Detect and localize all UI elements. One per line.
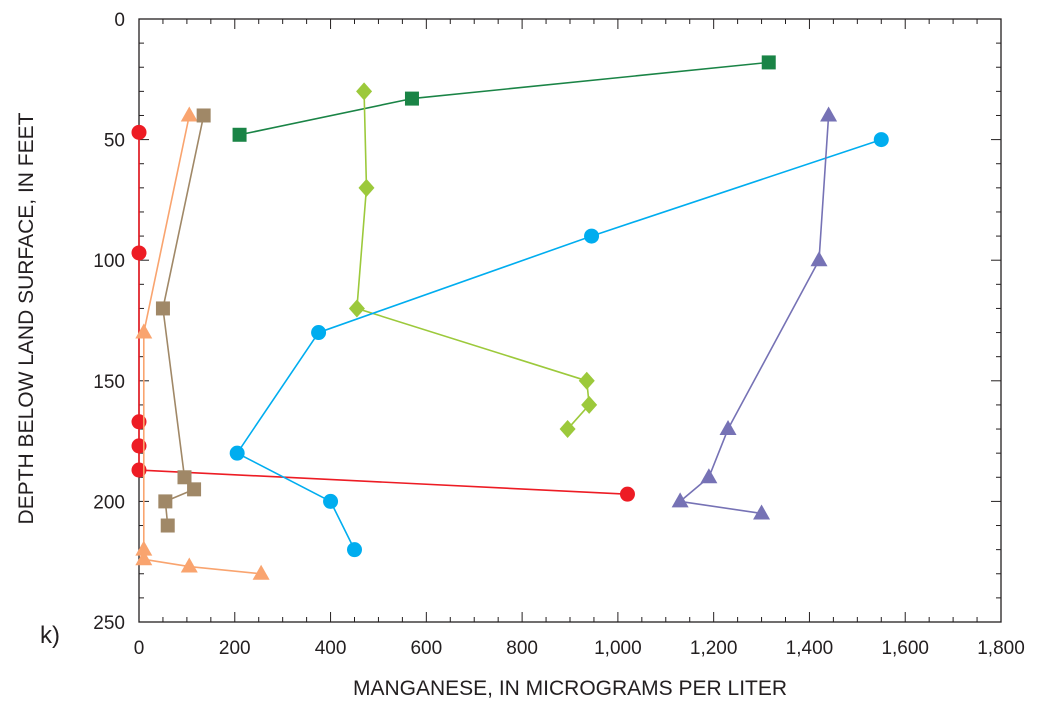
series-6 — [229, 132, 889, 558]
data-point — [404, 91, 419, 106]
data-point — [753, 504, 771, 520]
data-point — [671, 492, 689, 508]
data-point — [135, 550, 153, 566]
data-point — [700, 468, 718, 484]
x-axis-title: MANGANESE, IN MICROGRAMS PER LITER — [353, 677, 787, 700]
series-7 — [671, 106, 838, 520]
x-tick-label: 200 — [219, 638, 251, 659]
data-point — [187, 482, 202, 497]
data-point — [177, 470, 192, 485]
series-2 — [135, 106, 270, 580]
data-series — [131, 55, 889, 580]
data-point — [131, 124, 147, 140]
x-axis-tick-labels: 0 200 400 600 800 1,000 1,200 1,400 1,600 1,800 — [134, 638, 1025, 659]
data-point — [810, 251, 828, 267]
series-line — [138, 132, 628, 495]
y-tick-label: 150 — [93, 372, 125, 393]
x-tick-label: 1,400 — [786, 638, 834, 659]
data-point — [719, 420, 737, 436]
y-tick-label: 250 — [93, 613, 125, 634]
data-point — [311, 325, 327, 341]
y-axis-title: DEPTH BELOW LAND SURFACE, IN FEET — [15, 112, 38, 524]
data-point — [131, 462, 147, 478]
data-point — [180, 557, 198, 573]
series-1 — [131, 124, 635, 502]
data-point — [158, 494, 173, 509]
data-point — [131, 245, 147, 261]
data-point — [135, 540, 153, 556]
x-tick-label: 1,800 — [977, 638, 1025, 659]
series-line — [162, 115, 205, 526]
data-point — [229, 445, 245, 461]
series-4 — [232, 55, 776, 142]
x-tick-label: 1,200 — [690, 638, 738, 659]
data-point — [820, 106, 838, 122]
x-tick-label: 400 — [315, 638, 347, 659]
data-point — [160, 518, 175, 533]
data-point — [578, 371, 595, 390]
panel-label: k) — [40, 622, 60, 649]
data-point — [131, 414, 147, 430]
x-tick-label: 1,600 — [881, 638, 929, 659]
data-point — [584, 228, 600, 244]
series-5 — [348, 82, 598, 439]
data-point — [348, 299, 365, 318]
data-point — [180, 106, 198, 122]
x-tick-label: 600 — [410, 638, 442, 659]
plot-area — [138, 18, 1002, 623]
data-point — [155, 301, 170, 316]
data-point — [196, 108, 211, 123]
data-point — [135, 323, 153, 339]
y-tick-label: 200 — [93, 492, 125, 513]
data-point — [131, 438, 147, 454]
y-tick-label: 50 — [104, 131, 125, 152]
data-point — [619, 486, 635, 502]
data-point — [252, 564, 270, 580]
x-tick-label: 0 — [134, 638, 145, 659]
data-point — [581, 395, 598, 414]
y-tick-label: 100 — [93, 251, 125, 272]
data-point — [356, 82, 373, 101]
series-line — [236, 138, 882, 550]
data-point — [323, 493, 339, 509]
data-point — [559, 420, 576, 439]
x-tick-label: 1,000 — [594, 638, 642, 659]
series-line — [239, 61, 769, 136]
y-axis-tick-labels: 0 50 100 150 200 250 — [93, 10, 125, 634]
plot-frame — [138, 18, 1002, 623]
data-point — [358, 178, 375, 197]
series-line — [679, 115, 830, 515]
axis-ticks — [138, 18, 1002, 623]
series-3 — [155, 108, 211, 533]
data-point — [232, 127, 247, 142]
data-point — [761, 55, 776, 70]
series-line — [356, 91, 590, 430]
x-tick-label: 800 — [506, 638, 538, 659]
data-point — [873, 132, 889, 148]
y-tick-label: 0 — [114, 10, 125, 31]
data-point — [347, 542, 362, 558]
